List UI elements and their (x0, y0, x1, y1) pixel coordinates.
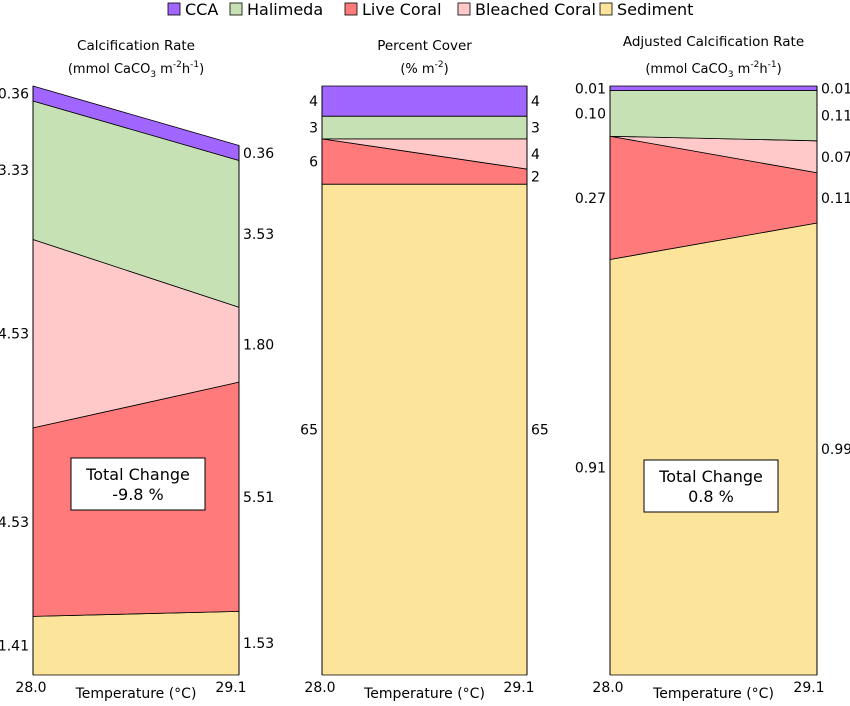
value-label-halimeda-right: 3 (531, 121, 540, 137)
x-axis-label: Temperature (°C) (75, 686, 197, 702)
legend-label-cca: CCA (185, 0, 218, 19)
value-label-cca-right: 4 (531, 94, 540, 110)
legend-item-sediment: Sediment (599, 0, 693, 19)
area-halimeda (321, 115, 528, 140)
value-labels: 0.91 0.99 0.27 0.11 0.07 0.10 0.11 0.01 0.01 (575, 81, 850, 476)
chart-title: Adjusted Calcification Rate (623, 34, 804, 50)
legend-swatch-bleached-coral (457, 2, 471, 16)
value-label-bleached-coral-right: 0.07 (821, 150, 850, 166)
value-label-halimeda-right: 3.53 (243, 227, 274, 243)
value-label-halimeda-left: 3.33 (0, 163, 29, 179)
value-label-sediment-right: 0.99 (821, 442, 850, 458)
value-label-cca-left: 0.01 (575, 81, 606, 97)
stacked-areas (321, 85, 528, 676)
area-sediment (321, 183, 528, 676)
legend-label-halimeda: Halimeda (247, 0, 323, 19)
value-label-cca-right: 0.01 (821, 81, 850, 97)
chart-subtitle: (mmol CaCO3 m-2h-1) (645, 60, 781, 80)
value-labels: 1.41 1.53 4.53 5.51 4.53 1.80 3.33 3.53 0.36 0.36 (0, 86, 274, 654)
legend-swatch-sediment (599, 2, 613, 16)
value-label-sediment-left: 65 (300, 423, 318, 439)
annotation-line-1: Total Change (85, 465, 190, 484)
value-label-halimeda-right: 0.11 (821, 109, 850, 125)
legend-swatch-halimeda (229, 2, 243, 16)
x-tick-label-left: 28.0 (592, 680, 623, 696)
value-label-cca-left: 4 (309, 94, 318, 110)
chart-title: Calcification Rate (77, 38, 195, 54)
x-tick-label-right: 29.1 (215, 680, 246, 696)
value-label-halimeda-left: 0.10 (575, 106, 606, 122)
x-axis-label: Temperature (°C) (363, 686, 485, 702)
legend: CCA Halimeda Live Coral Bleached Coral Sedim… (167, 0, 693, 19)
value-label-live-coral-right: 0.11 (821, 191, 850, 207)
value-label-sediment-left: 0.91 (575, 460, 606, 476)
value-label-live-coral-right: 5.51 (243, 490, 274, 506)
value-label-live-coral-right: 2 (531, 170, 540, 186)
panel-percent-cover: Percent Cover (% m-2) 65 65 6 2 4 3 3 4 4 28.0 29.1 T… (300, 38, 549, 702)
legend-label-bleached-coral: Bleached Coral (475, 0, 596, 19)
annotation-line-1: Total Change (658, 467, 763, 486)
panel-calcification-rate: Calcification Rate (mmol CaCO3 m-2h-1) 1.4… (0, 38, 274, 702)
value-label-live-coral-left: 6 (309, 155, 318, 171)
x-tick-label-left: 28.0 (15, 680, 46, 696)
total-change-annotation: Total Change-9.8 % (70, 457, 206, 511)
legend-item-live-coral: Live Coral (344, 0, 442, 19)
panel-adjusted-calcification-rate: Adjusted Calcification Rate (mmol CaCO3 m… (575, 34, 850, 702)
value-label-sediment-right: 1.53 (243, 636, 274, 652)
annotation-box (643, 459, 779, 513)
legend-item-bleached-coral: Bleached Coral (457, 0, 596, 19)
legend-item-cca: CCA (167, 0, 218, 19)
chart-subtitle: (mmol CaCO3 m-2h-1) (68, 60, 204, 80)
legend-item-halimeda: Halimeda (229, 0, 323, 19)
area-sediment (32, 610, 240, 676)
chart-panels: Calcification Rate (mmol CaCO3 m-2h-1) 1.4… (0, 34, 850, 702)
annotation-box (70, 457, 206, 511)
value-label-cca-left: 0.36 (0, 86, 29, 102)
chart-subtitle: (% m-2) (400, 60, 448, 77)
chart-title: Percent Cover (377, 38, 472, 54)
x-tick-label-right: 29.1 (503, 680, 534, 696)
legend-swatch-live-coral (344, 2, 358, 16)
value-label-halimeda-left: 3 (309, 121, 318, 137)
area-cca (321, 85, 528, 117)
legend-swatch-cca (167, 2, 181, 16)
value-label-bleached-coral-left: 4.53 (0, 327, 29, 343)
x-axis-label: Temperature (°C) (652, 686, 774, 702)
area-sediment (609, 222, 818, 676)
value-label-bleached-coral-right: 4 (531, 147, 540, 163)
value-labels: 65 65 6 2 4 3 3 4 4 (300, 94, 549, 438)
legend-label-live-coral: Live Coral (362, 0, 442, 19)
annotation-line-2: -9.8 % (112, 485, 164, 504)
legend-label-sediment: Sediment (617, 0, 693, 19)
area-cca (609, 85, 818, 91)
value-label-bleached-coral-right: 1.80 (243, 338, 274, 354)
value-label-sediment-left: 1.41 (0, 639, 29, 655)
annotation-line-2: 0.8 % (688, 487, 734, 506)
value-label-cca-right: 0.36 (243, 146, 274, 162)
stacked-areas (32, 85, 240, 676)
value-label-sediment-right: 65 (531, 423, 549, 439)
value-label-live-coral-left: 4.53 (0, 515, 29, 531)
x-tick-label-left: 28.0 (304, 680, 335, 696)
area-halimeda (609, 90, 818, 142)
stacked-areas (609, 85, 818, 676)
value-label-live-coral-left: 0.27 (575, 191, 606, 207)
x-tick-label-right: 29.1 (793, 680, 824, 696)
